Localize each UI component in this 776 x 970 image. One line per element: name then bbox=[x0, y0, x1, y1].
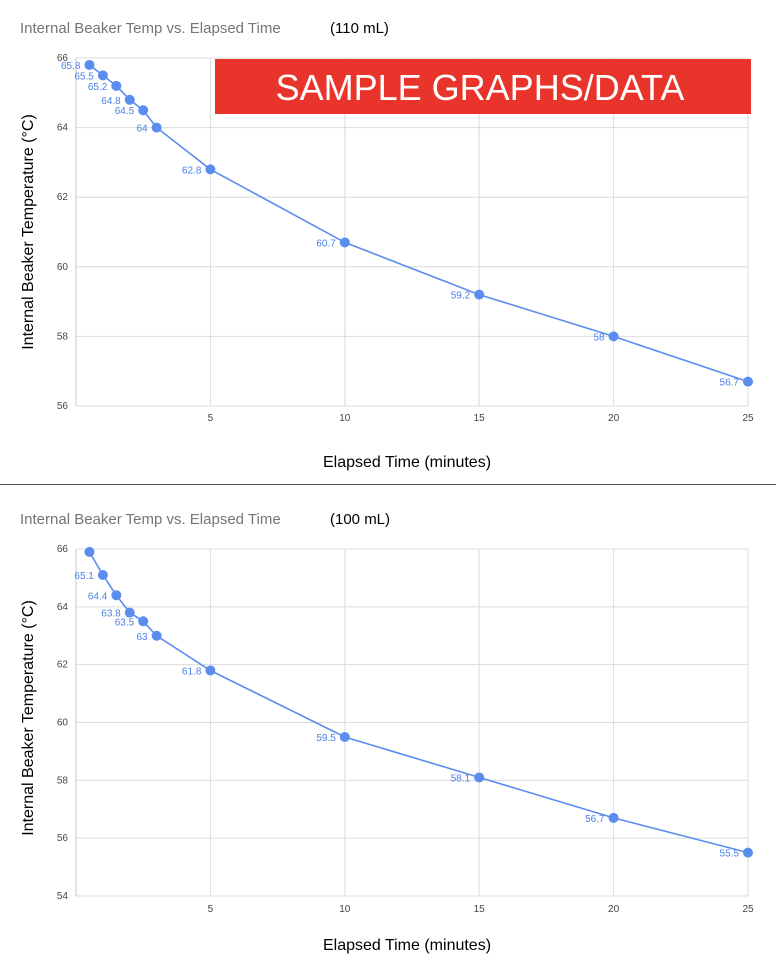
data-label: 65.8 bbox=[61, 61, 81, 72]
x-axis-label: Elapsed Time (minutes) bbox=[323, 454, 491, 471]
data-label: 56.7 bbox=[585, 814, 605, 825]
chart-title-suffix: (110 mL) bbox=[330, 20, 389, 37]
x-tick-label: 5 bbox=[208, 413, 214, 424]
data-point bbox=[474, 772, 485, 783]
y-tick-label: 60 bbox=[57, 262, 69, 273]
chart-110ml: Internal Beaker Temp vs. Elapsed Time (1… bbox=[20, 20, 754, 471]
data-label: 65.5 bbox=[74, 71, 94, 82]
data-point bbox=[111, 80, 122, 91]
series-line bbox=[88, 551, 749, 854]
data-point bbox=[608, 331, 619, 342]
watermark-banner: SAMPLE GRAPHS/DATA bbox=[215, 59, 751, 114]
data-label: 63 bbox=[137, 632, 149, 643]
y-tick-label: 56 bbox=[57, 833, 69, 844]
data-point bbox=[124, 94, 135, 105]
plot-area: 56 58 60 62 64 66 5 10 15 20 25 65.865.565.2 64.864.… bbox=[57, 53, 754, 424]
data-label: 58.1 bbox=[451, 773, 471, 784]
y-tick-label: 62 bbox=[57, 192, 69, 203]
data-point bbox=[84, 546, 95, 557]
y-tick-label: 56 bbox=[57, 401, 69, 412]
data-point bbox=[151, 630, 162, 641]
data-point bbox=[138, 616, 149, 627]
data-label: 65.1 bbox=[74, 571, 94, 582]
data-label: 64 bbox=[137, 124, 149, 135]
data-point bbox=[151, 122, 162, 133]
data-point bbox=[138, 105, 149, 116]
x-tick-label: 10 bbox=[339, 413, 351, 424]
x-tick-label: 15 bbox=[474, 413, 486, 424]
y-tick-label: 64 bbox=[57, 123, 69, 134]
data-point bbox=[97, 70, 108, 81]
y-tick-label: 58 bbox=[57, 331, 69, 342]
data-label: 58 bbox=[593, 332, 605, 343]
y-tick-label: 64 bbox=[57, 602, 69, 613]
y-tick-label: 66 bbox=[57, 544, 69, 555]
panel-divider bbox=[0, 484, 776, 485]
data-point bbox=[205, 665, 216, 676]
x-tick-label: 10 bbox=[339, 904, 351, 915]
data-point bbox=[743, 847, 753, 858]
data-label: 59.5 bbox=[316, 733, 336, 744]
data-point bbox=[124, 607, 135, 618]
chart-100ml: Internal Beaker Temp vs. Elapsed Time (1… bbox=[20, 511, 754, 954]
data-label: 63.5 bbox=[115, 617, 135, 628]
data-point bbox=[339, 731, 350, 742]
data-label: 55.5 bbox=[720, 849, 740, 860]
y-axis-label: Internal Beaker Temperature (°C) bbox=[20, 114, 37, 350]
data-label: 64.4 bbox=[88, 591, 108, 602]
chart-title: Internal Beaker Temp vs. Elapsed Time bbox=[20, 511, 281, 528]
data-label: 65.2 bbox=[88, 82, 108, 93]
y-tick-label: 54 bbox=[57, 891, 69, 902]
y-tick-label: 60 bbox=[57, 718, 69, 729]
chart-title: Internal Beaker Temp vs. Elapsed Time bbox=[20, 20, 281, 37]
data-label: 56.7 bbox=[720, 378, 740, 389]
data-point bbox=[339, 237, 350, 248]
x-tick-label: 5 bbox=[208, 904, 214, 915]
y-tick-label: 66 bbox=[57, 53, 69, 64]
data-label: 62.8 bbox=[182, 165, 202, 176]
y-tick-label: 58 bbox=[57, 775, 69, 786]
data-point bbox=[97, 570, 108, 581]
banner-text: SAMPLE GRAPHS/DATA bbox=[276, 67, 685, 108]
data-label: 63.8 bbox=[101, 609, 121, 620]
data-label: 60.7 bbox=[316, 238, 336, 249]
data-label: 64.5 bbox=[115, 106, 135, 117]
x-tick-label: 20 bbox=[608, 413, 620, 424]
chart-title-suffix: (100 mL) bbox=[330, 511, 390, 528]
x-tick-label: 25 bbox=[742, 413, 754, 424]
x-axis-label: Elapsed Time (minutes) bbox=[323, 937, 491, 954]
data-point bbox=[205, 164, 216, 175]
data-label: 61.8 bbox=[182, 666, 202, 677]
x-tick-label: 15 bbox=[474, 904, 486, 915]
data-point bbox=[743, 376, 753, 387]
data-point bbox=[111, 590, 122, 601]
x-tick-label: 25 bbox=[742, 904, 754, 915]
chart-panel-110ml: Internal Beaker Temp vs. Elapsed Time (1… bbox=[0, 0, 776, 484]
chart-panel-100ml: Internal Beaker Temp vs. Elapsed Time (1… bbox=[0, 485, 776, 970]
data-label: 59.2 bbox=[451, 291, 471, 302]
x-tick-label: 20 bbox=[608, 904, 620, 915]
data-label: 64.8 bbox=[101, 96, 121, 107]
y-axis-label: Internal Beaker Temperature (°C) bbox=[20, 600, 37, 836]
data-point bbox=[608, 812, 619, 823]
y-tick-label: 62 bbox=[57, 660, 69, 671]
data-point bbox=[474, 289, 485, 300]
data-point bbox=[84, 59, 95, 70]
